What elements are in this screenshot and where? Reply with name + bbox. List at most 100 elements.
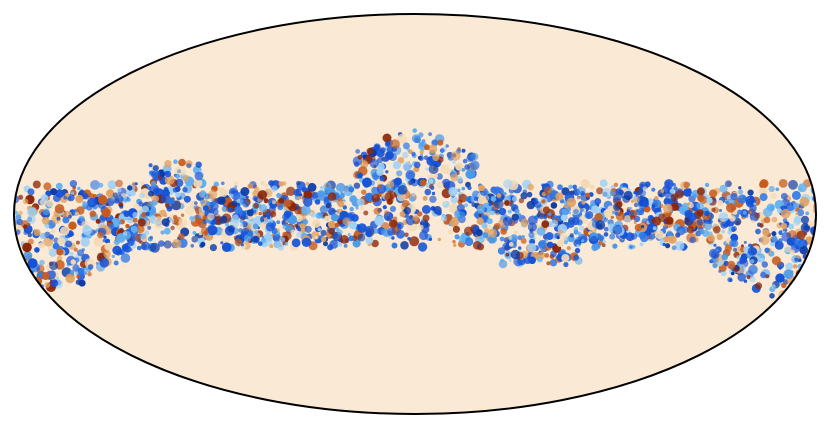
fluctuation-blob (426, 223, 431, 228)
fluctuation-blob (371, 193, 380, 203)
fluctuation-blob (436, 210, 442, 216)
fluctuation-blob (103, 235, 107, 239)
fluctuation-blob (173, 159, 178, 164)
fluctuation-blob (476, 217, 484, 225)
fluctuation-blob (649, 233, 656, 240)
fluctuation-blob (518, 246, 522, 250)
fluctuation-blob (402, 151, 409, 159)
fluctuation-blob (713, 223, 717, 227)
fluctuation-blob (718, 269, 722, 273)
fluctuation-blob (55, 182, 63, 190)
fluctuation-blob (471, 202, 477, 207)
fluctuation-blob (420, 153, 424, 157)
fluctuation-blob (594, 198, 602, 205)
fluctuation-blob (172, 238, 182, 249)
fluctuation-blob (704, 182, 710, 188)
fluctuation-blob (511, 196, 518, 202)
fluctuation-blob (662, 242, 666, 247)
fluctuation-blob (573, 208, 579, 215)
fluctuation-blob (56, 216, 61, 221)
fluctuation-blob (749, 276, 756, 283)
fluctuation-blob (815, 320, 816, 324)
fluctuation-blob (48, 248, 58, 257)
fluctuation-blob (129, 248, 133, 252)
fluctuation-blob (707, 219, 713, 225)
fluctuation-blob (411, 151, 416, 156)
fluctuation-blob (508, 235, 513, 240)
fluctuation-blob (423, 155, 429, 160)
fluctuation-blob (419, 179, 427, 187)
fluctuation-blob (119, 204, 124, 209)
fluctuation-blob (430, 185, 435, 191)
fluctuation-blob (32, 289, 40, 297)
fluctuation-blob (488, 228, 498, 238)
fluctuation-blob (505, 253, 510, 257)
fluctuation-blob (41, 272, 50, 280)
fluctuation-blob (463, 203, 469, 208)
fluctuation-blob (352, 239, 361, 248)
fluctuation-blob (603, 232, 609, 237)
fluctuation-blob (658, 213, 667, 222)
fluctuation-blob (34, 289, 44, 299)
fluctuation-blob (388, 219, 398, 229)
fluctuation-blob (327, 192, 337, 201)
fluctuation-blob (50, 229, 56, 234)
fluctuation-blob (136, 245, 142, 251)
fluctuation-blob (499, 236, 505, 242)
fluctuation-blob (520, 218, 529, 227)
fluctuation-blob (796, 230, 806, 240)
fluctuation-blob (14, 284, 19, 294)
fluctuation-blob (734, 265, 740, 270)
fluctuation-blob (197, 221, 202, 226)
fluctuation-blob (771, 235, 778, 242)
fluctuation-blob (131, 182, 136, 186)
fluctuation-blob (208, 189, 218, 200)
fluctuation-blob (340, 235, 349, 244)
fluctuation-blob (323, 241, 328, 247)
fluctuation-blob (670, 202, 679, 211)
fluctuation-blob (139, 192, 146, 199)
fluctuation-blob (276, 192, 282, 199)
fluctuation-blob (721, 253, 728, 261)
fluctuation-blob (269, 244, 274, 249)
fluctuation-blob (441, 178, 451, 188)
fluctuation-blob (252, 223, 259, 230)
fluctuation-blob (538, 251, 546, 259)
fluctuation-blob (72, 264, 80, 272)
fluctuation-blob (363, 210, 369, 216)
fluctuation-blob (18, 194, 24, 200)
fluctuation-blob (792, 283, 799, 290)
fluctuation-blob (312, 219, 321, 228)
fluctuation-blob (87, 272, 92, 277)
fluctuation-blob (380, 228, 389, 236)
fluctuation-blob (585, 192, 591, 198)
fluctuation-blob (141, 205, 149, 213)
fluctuation-blob (22, 268, 28, 275)
fluctuation-blob (150, 180, 157, 187)
fluctuation-blob (303, 197, 313, 207)
fluctuation-blob (93, 237, 104, 247)
fluctuation-blob (642, 186, 647, 191)
fluctuation-blob (359, 206, 365, 211)
fluctuation-blob (633, 197, 639, 203)
fluctuation-blob (163, 186, 169, 192)
fluctuation-blob (815, 190, 816, 196)
fluctuation-blob (334, 222, 340, 228)
fluctuation-blob (279, 236, 286, 243)
fluctuation-blob (82, 201, 87, 207)
fluctuation-blob (297, 227, 302, 232)
fluctuation-blob (731, 226, 737, 232)
fluctuation-blob (800, 222, 811, 233)
fluctuation-blob (811, 261, 816, 271)
fluctuation-blob (26, 278, 35, 286)
fluctuation-blob (681, 226, 689, 234)
fluctuation-blob (662, 203, 673, 214)
fluctuation-blob (407, 236, 411, 241)
fluctuation-blob (373, 207, 381, 215)
fluctuation-blob (424, 144, 430, 151)
fluctuation-blob (780, 192, 788, 200)
fluctuation-blob (760, 271, 767, 279)
galactic-band (14, 128, 816, 326)
fluctuation-blob (343, 244, 348, 248)
fluctuation-blob (45, 224, 50, 229)
